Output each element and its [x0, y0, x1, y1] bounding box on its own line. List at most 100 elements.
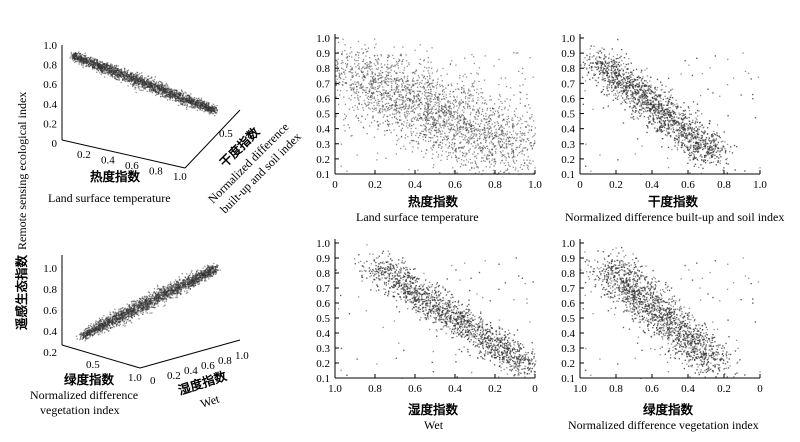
x-tick: 0.5	[86, 359, 100, 371]
data-point	[102, 63, 104, 66]
data-point	[91, 62, 93, 64]
data-point	[403, 75, 406, 77]
data-point	[90, 331, 93, 333]
data-point	[176, 89, 178, 91]
data-point	[114, 67, 117, 69]
data-point	[183, 280, 185, 282]
data-point	[149, 297, 151, 300]
data-point	[103, 65, 105, 67]
data-point	[191, 100, 193, 103]
data-point	[80, 336, 82, 338]
data-point	[192, 272, 194, 275]
data-point	[134, 302, 137, 304]
data-point	[143, 84, 145, 86]
data-point	[130, 77, 132, 79]
data-point	[204, 274, 207, 276]
data-point	[170, 297, 172, 299]
data-point	[145, 302, 147, 305]
data-point	[134, 88, 136, 90]
data-point	[156, 93, 158, 95]
data-point	[212, 274, 214, 276]
data-point	[177, 95, 179, 97]
data-point	[108, 322, 111, 324]
scatter-lst: 0.10.20.30.40.50.60.70.80.91.00 0.2 0.4 0.6…	[316, 33, 542, 191]
data-point	[215, 112, 217, 114]
x-tick-label: 0.4	[408, 179, 422, 191]
data-point	[124, 68, 126, 70]
z-ticks: 00.20.40.60.81.0	[43, 40, 57, 150]
data-point	[448, 142, 450, 144]
data-point	[406, 99, 409, 102]
data-point	[73, 55, 75, 57]
data-point	[193, 282, 195, 285]
data-point	[196, 109, 199, 112]
data-point	[423, 124, 425, 126]
data-point	[194, 277, 196, 279]
data-point	[175, 289, 178, 291]
data-point	[165, 87, 167, 90]
y-tick-label: 1.0	[316, 33, 330, 45]
data-point	[153, 81, 155, 83]
data-point	[131, 303, 133, 305]
data-point	[191, 102, 193, 104]
data-point	[163, 92, 166, 94]
data-point	[130, 309, 133, 311]
data-point	[135, 313, 137, 315]
data-point	[74, 59, 76, 61]
data-point	[212, 107, 215, 109]
data-point	[80, 332, 82, 335]
y-tick-label: 0.5	[316, 109, 330, 121]
data-point	[191, 281, 193, 283]
data-point	[208, 265, 210, 267]
data-point	[508, 172, 510, 174]
data-point	[158, 90, 160, 92]
y-label-en: Wet	[199, 391, 222, 410]
data-point	[200, 97, 203, 99]
data-point	[190, 104, 192, 106]
data-point	[162, 290, 164, 292]
data-point	[189, 288, 191, 290]
data-point	[173, 281, 175, 283]
data-point	[186, 287, 188, 289]
data-point	[140, 74, 143, 77]
data-point	[193, 274, 195, 277]
data-point	[215, 107, 217, 109]
data-point	[170, 291, 172, 293]
data-point	[199, 103, 201, 105]
data-point	[101, 70, 103, 72]
data-point	[140, 79, 142, 81]
data-point	[164, 304, 166, 306]
x-tick-label: 0.6	[125, 160, 139, 172]
data-point	[116, 72, 119, 74]
data-point	[136, 72, 139, 74]
data-point	[111, 72, 113, 74]
data-point	[95, 329, 98, 332]
data-point	[123, 309, 125, 311]
data-point	[82, 334, 84, 337]
data-point	[456, 126, 458, 128]
data-point	[127, 315, 129, 317]
data-point	[128, 74, 131, 77]
data-point	[163, 291, 165, 293]
data-point	[134, 75, 136, 77]
data-point	[161, 82, 163, 84]
data-point	[173, 93, 176, 95]
data-point	[186, 104, 188, 106]
data-point	[137, 80, 140, 82]
data-point	[94, 64, 96, 66]
data-point	[150, 84, 152, 86]
data-point	[204, 272, 206, 274]
data-point	[160, 293, 163, 295]
data-point	[114, 308, 116, 311]
data-point	[81, 64, 83, 66]
data-point	[106, 326, 108, 328]
data-point	[207, 107, 209, 109]
data-point	[199, 277, 201, 279]
data-point	[519, 102, 521, 104]
data-point	[114, 70, 116, 72]
data-point	[167, 289, 169, 291]
data-point	[193, 280, 195, 282]
data-point	[173, 290, 175, 293]
data-point	[138, 314, 140, 317]
